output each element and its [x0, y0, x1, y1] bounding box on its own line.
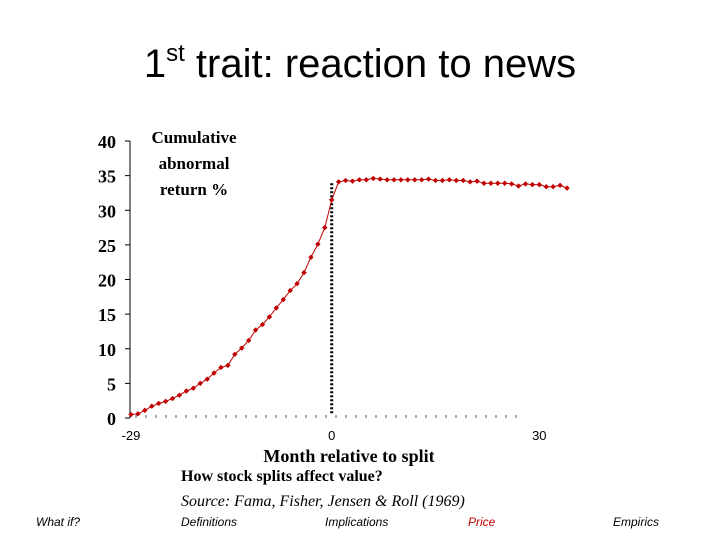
data-point [508, 181, 515, 187]
data-point [418, 177, 425, 183]
nav-link-implications[interactable]: Implications [325, 515, 389, 529]
data-point [439, 177, 446, 184]
nav-link-price[interactable]: Price [468, 515, 496, 529]
data-point [135, 411, 141, 417]
data-point [384, 177, 390, 183]
data-point [522, 181, 529, 187]
data-point [155, 400, 162, 407]
data-point [398, 177, 404, 183]
data-point [529, 181, 536, 188]
y-tick-label: 30 [98, 201, 116, 221]
slide-title: 1st trait: reaction to news [143, 40, 577, 86]
data-point [287, 287, 293, 294]
data-point [460, 177, 466, 184]
y-tick-label: 20 [98, 271, 116, 291]
data-point [515, 183, 522, 189]
data-point [239, 345, 245, 351]
data-point [232, 351, 238, 357]
data-point [169, 395, 176, 402]
x-tick-label: 30 [532, 428, 546, 443]
x-axis-label: Month relative to split [263, 446, 434, 466]
y-axis-label: Cumulative abnormal return % [152, 128, 237, 199]
data-point [142, 407, 148, 414]
y-tick-label: 35 [98, 167, 116, 187]
x-tick-label: 0 [328, 428, 335, 443]
data-point [128, 411, 134, 418]
data-point [183, 388, 190, 394]
y-tick-label: 5 [107, 374, 116, 394]
data-point [266, 314, 273, 320]
data-point [481, 180, 487, 186]
data-point [536, 181, 543, 188]
y-tick-label: 25 [98, 236, 116, 256]
data-point [425, 176, 432, 182]
data-point [335, 179, 342, 185]
nav-link-what-if[interactable]: What if? [36, 515, 81, 529]
data-point [488, 180, 494, 186]
data-point [370, 175, 376, 182]
data-point [225, 362, 231, 369]
data-point [446, 177, 453, 183]
data-point [176, 392, 183, 398]
data-point [149, 403, 155, 409]
data-point [273, 305, 280, 311]
data-point [377, 176, 383, 182]
y-tick-label: 0 [107, 409, 116, 429]
data-point [218, 364, 224, 371]
data-point [467, 179, 473, 185]
data-point [328, 197, 335, 203]
data-point [252, 327, 259, 333]
title-superscript: st [166, 40, 185, 67]
nav-link-definitions[interactable]: Definitions [181, 515, 238, 529]
data-point [412, 177, 418, 183]
data-point [315, 241, 321, 247]
chart-question: How stock splits affect value? [181, 468, 383, 485]
data-point [280, 296, 286, 303]
data-point [342, 177, 349, 184]
y-tick-label: 10 [98, 340, 116, 360]
data-point [557, 182, 563, 189]
data-point [322, 224, 328, 231]
data-point [259, 321, 266, 328]
y-tick-label: 15 [98, 305, 116, 325]
series-line [130, 177, 568, 415]
chart-source: Source: Fama, Fisher, Jensen & Roll (196… [181, 493, 465, 510]
data-point [391, 177, 397, 183]
data-point [543, 184, 549, 190]
data-point [474, 178, 480, 184]
data-point [162, 398, 169, 405]
y-tick-label: 40 [98, 132, 116, 152]
data-point [405, 177, 411, 183]
data-point [356, 177, 363, 183]
x-tick-label: -29 [122, 428, 141, 443]
data-point [301, 269, 307, 276]
data-point [495, 180, 501, 186]
data-point [211, 370, 217, 376]
data-point [349, 178, 356, 184]
y-axis-label-line: return % [160, 180, 228, 199]
data-point [190, 385, 196, 391]
data-point [502, 180, 508, 186]
data-point [204, 376, 210, 382]
nav-link-empirics[interactable]: Empirics [613, 515, 660, 529]
data-point [245, 337, 252, 344]
y-axis-label-line: Cumulative [152, 128, 237, 147]
data-point [432, 177, 439, 184]
data-point [197, 380, 203, 387]
data-point [550, 184, 556, 190]
data-point [308, 254, 314, 261]
data-point [564, 185, 570, 191]
y-axis-label-line: abnormal [159, 154, 230, 173]
data-point [363, 177, 370, 183]
data-point [294, 280, 300, 287]
data-point [453, 177, 459, 184]
